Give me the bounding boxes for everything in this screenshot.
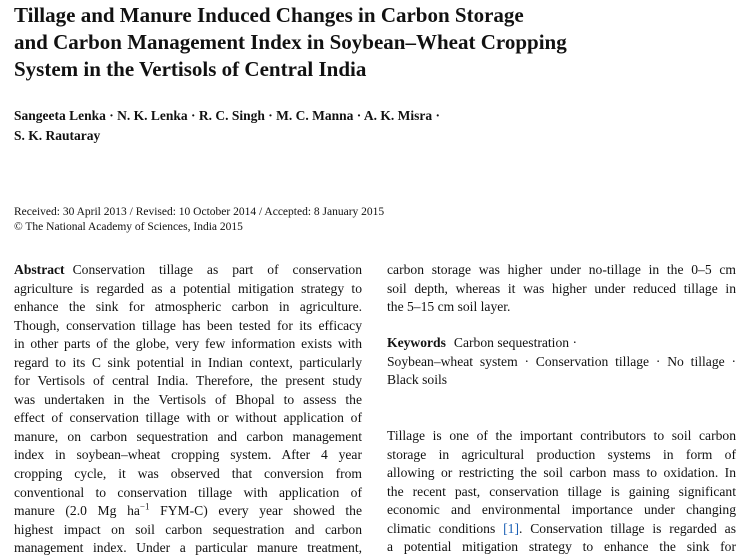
text: carbon storage was higher under no-tilla…: [387, 262, 736, 277]
text-line: a potential mitigation strategy to enhan…: [387, 538, 736, 557]
text-line: Abstract Conservation tillage as part of …: [14, 261, 362, 280]
author-line: Sangeeta Lenka · N. K. Lenka · R. C. Sin…: [14, 108, 441, 123]
abstract-left: Abstract Conservation tillage as part of …: [14, 261, 362, 558]
text: Tillage is one of the important contribu…: [387, 428, 736, 443]
text-line: climatic conditions [1]. Conservation ti…: [387, 520, 736, 539]
text-line: storage in agricultural production syste…: [387, 446, 736, 465]
text: manure (2.0 Mg ha: [14, 503, 140, 519]
abstract-right: carbon storage was higher under no-tilla…: [387, 261, 736, 317]
text: Black soils: [387, 372, 448, 388]
authors: Sangeeta Lenka · N. K. Lenka · R. C. Sin…: [14, 106, 440, 146]
copyright: © The National Academy of Sciences, Indi…: [14, 221, 243, 233]
text: agriculture is regarded as a potential m…: [14, 280, 362, 296]
text-line: soil depth, whereas it was higher under …: [387, 280, 736, 299]
introduction: Tillage is one of the important contribu…: [387, 427, 736, 557]
text-line: the 5–15 cm soil layer.: [387, 298, 736, 317]
keywords: Keywords Carbon sequestration · Soybean–wh…: [387, 334, 736, 390]
text: Carbon sequestration ·: [453, 335, 577, 350]
text: allowing or restricting the soil carbon …: [387, 465, 736, 481]
text: Though, conservation tillage has been te…: [14, 317, 362, 333]
text: was undertaken in the Vertisols of Bhopa…: [14, 391, 362, 407]
citation: [1]: [503, 520, 519, 536]
text: a potential mitigation strategy to enhan…: [387, 539, 736, 555]
text-line: effect of conservation tillage with or w…: [14, 409, 362, 428]
section-label: Keywords: [387, 335, 446, 350]
text-line: Black soils: [387, 371, 736, 390]
text: Soybean–wheat system · Conservation till…: [387, 353, 736, 369]
superscript: −1: [139, 501, 150, 512]
title-line: System in the Vertisols of Central India: [14, 57, 367, 81]
title: Tillage and Manure Induced Changes in Ca…: [14, 2, 567, 83]
text-line: Though, conservation tillage has been te…: [14, 317, 362, 336]
text: the 5–15 cm soil layer.: [387, 299, 511, 315]
text-line: highest impact on soil carbon sequestrat…: [14, 521, 362, 540]
text-line: the recent past, conservation tillage is…: [387, 483, 736, 502]
text: index in soybean–wheat cropping system. …: [14, 447, 362, 463]
text: effect of conservation tillage with or w…: [14, 410, 362, 426]
text-line: carbon storage was higher under no-tilla…: [387, 261, 736, 280]
text-line: for Vertisols of central India. Therefor…: [14, 372, 362, 391]
text-line: Soybean–wheat system · Conservation till…: [387, 353, 736, 372]
text-line: index in soybean–wheat cropping system. …: [14, 446, 362, 465]
text: the recent past, conservation tillage is…: [387, 483, 736, 499]
text: climatic conditions: [387, 520, 504, 536]
article-info: Received: 30 April 2013 / Revised: 10 Oc…: [14, 205, 384, 235]
title-line: and Carbon Management Index in Soybean–W…: [14, 30, 567, 54]
text-line: manure, on carbon sequestration and carb…: [14, 428, 362, 447]
dates: Received: 30 April 2013 / Revised: 10 Oc…: [14, 206, 385, 218]
text: FYM-C) every year showed the: [149, 503, 362, 519]
text: conventional to conservation tillage wit…: [14, 484, 362, 500]
text-line: agriculture is regarded as a potential m…: [14, 280, 362, 299]
text: cropping cycle, it was observed that con…: [14, 466, 362, 482]
text: enhance the sink for atmospheric carbon …: [14, 299, 362, 315]
text: Conservation tillage as part of conserva…: [72, 262, 362, 277]
text-line: cropping cycle, it was observed that con…: [14, 465, 362, 484]
text-line: was undertaken in the Vertisols of Bhopa…: [14, 391, 362, 410]
text-line: management index. Under a particular man…: [14, 539, 362, 558]
text-line: regard to its C sink potential in Indian…: [14, 354, 362, 373]
text: economic and environmental importance un…: [387, 502, 736, 518]
text: . Conservation tillage is regarded as: [518, 520, 737, 536]
text-line: in other parts of the globe, very few in…: [14, 335, 362, 354]
author-line: S. K. Rautaray: [14, 128, 101, 143]
text-line: manure (2.0 Mg ha−1 FYM-C) every year sh…: [14, 502, 362, 521]
title-line: Tillage and Manure Induced Changes in Ca…: [14, 3, 524, 27]
text-line: allowing or restricting the soil carbon …: [387, 464, 736, 483]
text: in other parts of the globe, very few in…: [14, 336, 362, 352]
text-line: economic and environmental importance un…: [387, 501, 736, 520]
text: soil depth, whereas it was higher under …: [387, 280, 736, 296]
text: storage in agricultural production syste…: [387, 446, 736, 462]
text: for Vertisols of central India. Therefor…: [14, 373, 362, 389]
text-line: Keywords Carbon sequestration ·: [387, 334, 736, 353]
text-line: enhance the sink for atmospheric carbon …: [14, 298, 362, 317]
text: regard to its C sink potential in Indian…: [14, 354, 362, 370]
text-line: Tillage is one of the important contribu…: [387, 427, 736, 446]
text: highest impact on soil carbon sequestrat…: [14, 521, 362, 537]
text-line: conventional to conservation tillage wit…: [14, 484, 362, 503]
text: management index. Under a particular man…: [14, 540, 362, 556]
text: manure, on carbon sequestration and carb…: [14, 428, 362, 444]
section-label: Abstract: [14, 262, 65, 277]
